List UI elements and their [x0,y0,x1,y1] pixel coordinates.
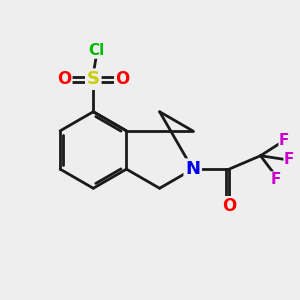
Text: F: F [284,152,294,167]
Text: O: O [58,70,72,88]
Text: O: O [222,197,236,215]
Text: S: S [87,70,100,88]
Text: O: O [115,70,129,88]
Text: N: N [185,160,200,178]
Text: F: F [271,172,281,187]
Text: F: F [279,133,290,148]
Text: Cl: Cl [88,43,104,58]
